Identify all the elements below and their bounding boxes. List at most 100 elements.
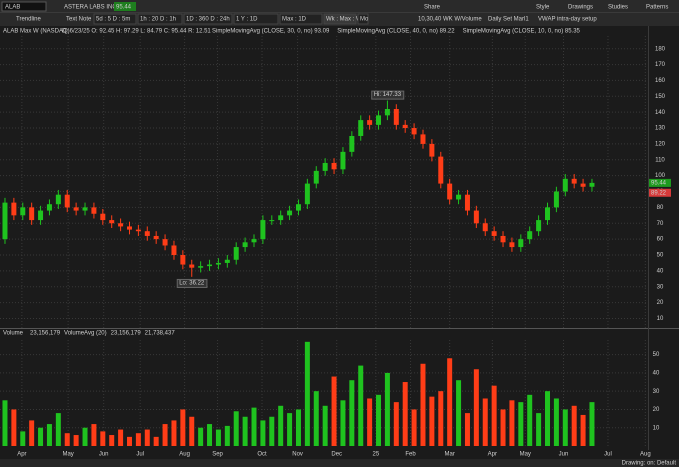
timeframe-label[interactable]: 1 Y : 1D	[236, 17, 258, 23]
volume-bar	[162, 424, 168, 446]
volume-bar	[29, 420, 35, 446]
date-tick-label: Jun	[559, 452, 569, 458]
symbol-box[interactable]	[1, 1, 47, 12]
toolbar-action[interactable]: Style	[536, 4, 550, 10]
candle-body	[509, 242, 515, 248]
price-tick-label: 180	[655, 46, 666, 52]
company-name: ASTERA LABS INC	[64, 4, 117, 10]
volume-bar	[500, 409, 506, 446]
date-tick-label: Mar	[444, 452, 454, 458]
candle-body	[269, 220, 275, 222]
timeframe-label[interactable]: 1D : 360 D : 24h	[186, 17, 230, 23]
price-tick-label: 160	[655, 78, 666, 84]
symbol[interactable]: ALAB	[5, 4, 20, 10]
date-tick-label: Aug	[179, 452, 190, 458]
price-tick-label: 10	[657, 316, 664, 322]
volume-bar	[420, 363, 426, 446]
candle-body	[553, 191, 559, 208]
volume-readout: 23,156,179	[111, 331, 142, 337]
price-tick-label: 80	[657, 205, 664, 211]
volume-bar	[153, 436, 159, 446]
candle-body	[215, 262, 221, 265]
candle-body	[242, 242, 248, 248]
volume-bar	[38, 427, 44, 446]
candle-body	[11, 202, 17, 216]
timeframe-label[interactable]: Max : 1D	[282, 17, 307, 23]
volume-bar	[456, 380, 462, 446]
candle-body	[438, 156, 444, 184]
toolbar-action[interactable]: Patterns	[646, 4, 668, 10]
date-tick-label: May	[520, 452, 531, 458]
price-tick-label: 100	[655, 173, 666, 179]
chart-title: ALAB Max W (NASDAQ)	[3, 29, 70, 35]
timeframe-label[interactable]: 1h : 20 D : 1h	[140, 17, 176, 23]
candle-body	[589, 182, 595, 187]
toolbar-action[interactable]: Drawings	[568, 4, 593, 10]
volume-bar	[109, 435, 115, 446]
toolbar-action[interactable]: Share	[424, 4, 441, 10]
candle-body	[135, 229, 141, 232]
extreme-label: Lo: 36.22	[179, 280, 205, 286]
timeframe-button[interactable]	[233, 13, 279, 25]
timeframe-button[interactable]	[357, 13, 369, 25]
candle-body	[55, 194, 61, 205]
toolbar-action[interactable]: Studies	[608, 4, 628, 10]
timeframe-button[interactable]	[183, 13, 233, 25]
drawing-tool[interactable]: Trendline	[16, 17, 41, 23]
candle-body	[260, 220, 266, 240]
volume-bar	[447, 358, 453, 446]
candle-body	[322, 162, 328, 171]
candle-body	[29, 207, 35, 221]
chart-set[interactable]: 10,30,40 WK W/Volume	[418, 17, 482, 23]
price-tick-label: 130	[655, 126, 666, 132]
status-bar	[0, 459, 679, 467]
volume-title: Volume	[3, 331, 24, 337]
volume-bar	[144, 429, 150, 446]
timeframe-button[interactable]	[137, 13, 183, 25]
candle-body	[393, 109, 399, 125]
candle-body	[384, 109, 390, 116]
date-tick-label: Nov	[292, 452, 303, 458]
timeframe-button[interactable]	[93, 13, 137, 25]
volume-bar	[545, 391, 551, 446]
volume-readout: 21,738,437	[145, 331, 176, 337]
volume-bar	[304, 341, 310, 446]
volume-tick-label: 30	[653, 389, 660, 395]
candle-body	[411, 128, 417, 135]
volume-tick-label: 20	[653, 407, 660, 413]
candle-body	[545, 207, 551, 221]
volume-bar	[91, 424, 97, 446]
volume-bar	[553, 398, 559, 446]
candle-body	[447, 183, 453, 200]
candle-body	[20, 207, 26, 216]
timeframe-button[interactable]	[279, 13, 323, 25]
drawing-tool[interactable]: Text Note	[66, 17, 92, 23]
volume-bar	[100, 431, 106, 446]
volume-bar	[571, 405, 577, 446]
chart-set[interactable]: VWAP intra-day setup	[538, 17, 597, 23]
candle-body	[358, 120, 364, 136]
volume-bar	[384, 372, 390, 446]
candle-body	[233, 247, 239, 260]
chart-set[interactable]: Daily Set Marl1	[488, 17, 529, 23]
candle-body	[180, 255, 186, 265]
timeframe-button[interactable]	[323, 13, 357, 25]
candle-body	[473, 210, 479, 224]
candle-body	[349, 135, 355, 152]
volume-bar	[313, 391, 319, 446]
price-tick-label: 20	[657, 300, 664, 306]
timeframe-label[interactable]: Mo	[360, 17, 369, 23]
candle-body	[429, 143, 435, 157]
volume-bar	[251, 407, 257, 446]
candle-body	[278, 215, 284, 221]
volume-bar	[215, 429, 221, 446]
volume-bar	[491, 385, 497, 446]
volume-bar	[295, 409, 301, 446]
candle-body	[153, 235, 159, 240]
volume-bar	[358, 365, 364, 446]
timeframe-label[interactable]: 5d : 5 D : 5m	[96, 17, 130, 23]
timeframe-label[interactable]: Wk : Max : W	[326, 17, 362, 23]
volume-bar	[393, 402, 399, 446]
